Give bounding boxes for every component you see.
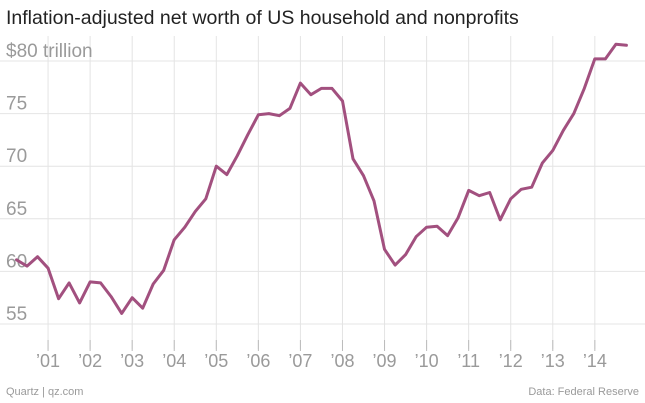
x-tick-label: ’04 bbox=[162, 351, 186, 371]
data-point bbox=[152, 282, 155, 286]
data-point bbox=[383, 248, 386, 251]
data-point bbox=[467, 189, 470, 192]
data-point bbox=[78, 301, 81, 305]
y-tick-label: 65 bbox=[6, 199, 27, 220]
x-tick-label: ’07 bbox=[288, 351, 312, 371]
data-point bbox=[46, 267, 50, 270]
footer-source-left: Quartz | qz.com bbox=[6, 386, 84, 398]
chart-title: Inflation-adjusted net worth of US house… bbox=[6, 7, 519, 29]
x-tick-label: ’01 bbox=[36, 351, 60, 371]
x-tick-label: ’06 bbox=[246, 351, 270, 371]
data-point bbox=[551, 149, 554, 152]
data-point bbox=[509, 197, 512, 201]
series-line bbox=[15, 42, 628, 315]
data-point bbox=[299, 81, 302, 85]
data-point bbox=[25, 264, 29, 268]
data-point bbox=[530, 186, 533, 189]
data-point bbox=[572, 112, 576, 115]
data-point bbox=[446, 234, 449, 237]
data-point bbox=[625, 44, 628, 47]
footer-source-right: Data: Federal Reserve bbox=[528, 386, 639, 398]
data-point bbox=[278, 114, 281, 117]
data-point bbox=[404, 253, 407, 256]
x-tick-label: ’03 bbox=[120, 351, 144, 371]
data-point bbox=[109, 295, 113, 298]
data-point bbox=[372, 199, 376, 203]
data-point bbox=[120, 312, 123, 315]
data-point bbox=[435, 224, 439, 228]
data-point bbox=[236, 154, 239, 157]
x-tick-label: ’05 bbox=[204, 351, 228, 371]
data-point bbox=[130, 296, 134, 299]
data-point bbox=[393, 263, 397, 267]
data-point bbox=[330, 87, 334, 90]
data-point bbox=[288, 107, 292, 110]
data-point bbox=[499, 218, 502, 222]
data-point bbox=[173, 238, 176, 242]
x-tick-label: ’11 bbox=[457, 351, 480, 371]
x-tick-label: ’12 bbox=[499, 351, 523, 371]
y-tick-label: 70 bbox=[6, 146, 27, 167]
data-point bbox=[614, 43, 618, 46]
data-point bbox=[604, 57, 607, 61]
y-tick-label: 60 bbox=[6, 251, 27, 272]
y-axis-ticks: 55 60 65 70 75 $80 trillion bbox=[6, 41, 93, 325]
x-tick-label: ’09 bbox=[373, 351, 397, 371]
data-point bbox=[183, 226, 186, 229]
x-tick-label: ’14 bbox=[583, 351, 607, 371]
data-point bbox=[520, 188, 523, 191]
data-point bbox=[362, 174, 365, 177]
data-point bbox=[204, 197, 207, 201]
data-point bbox=[225, 173, 229, 176]
data-point bbox=[414, 235, 418, 238]
data-point bbox=[246, 133, 250, 136]
x-tick-label: ’08 bbox=[330, 351, 354, 371]
data-point bbox=[15, 258, 18, 262]
data-point bbox=[351, 157, 355, 161]
data-point bbox=[309, 93, 313, 96]
data-point bbox=[67, 281, 71, 285]
data-point bbox=[583, 87, 586, 90]
x-tick-label: ’02 bbox=[78, 351, 102, 371]
y-tick-label: $80 trillion bbox=[6, 41, 93, 62]
data-point bbox=[562, 129, 565, 132]
data-point bbox=[162, 269, 165, 272]
data-point bbox=[341, 99, 344, 103]
data-point bbox=[36, 255, 39, 258]
gridlines bbox=[0, 36, 645, 349]
data-point bbox=[593, 57, 597, 61]
data-point bbox=[320, 87, 323, 90]
y-tick-label: 55 bbox=[6, 304, 27, 325]
data-point bbox=[257, 113, 260, 116]
data-point bbox=[99, 281, 102, 285]
data-point bbox=[477, 194, 481, 197]
data-point bbox=[267, 112, 271, 115]
data-point bbox=[456, 216, 460, 219]
series-group bbox=[15, 42, 628, 315]
data-point bbox=[215, 165, 218, 168]
x-tick-label: ’13 bbox=[541, 351, 565, 371]
data-point bbox=[88, 280, 92, 284]
data-point bbox=[141, 306, 144, 310]
data-point bbox=[541, 161, 544, 165]
y-tick-label: 75 bbox=[6, 94, 27, 115]
x-tick-label: ’10 bbox=[415, 351, 439, 371]
data-point bbox=[488, 191, 491, 194]
data-point bbox=[425, 226, 428, 229]
data-point bbox=[194, 210, 197, 213]
data-point bbox=[57, 297, 60, 300]
x-axis-ticks: ’01 ’02 ’03 ’04 ’05 ’06 ’07 ’08 ’09 ’10 ’11 ’12 ’13 ’… bbox=[36, 340, 607, 371]
